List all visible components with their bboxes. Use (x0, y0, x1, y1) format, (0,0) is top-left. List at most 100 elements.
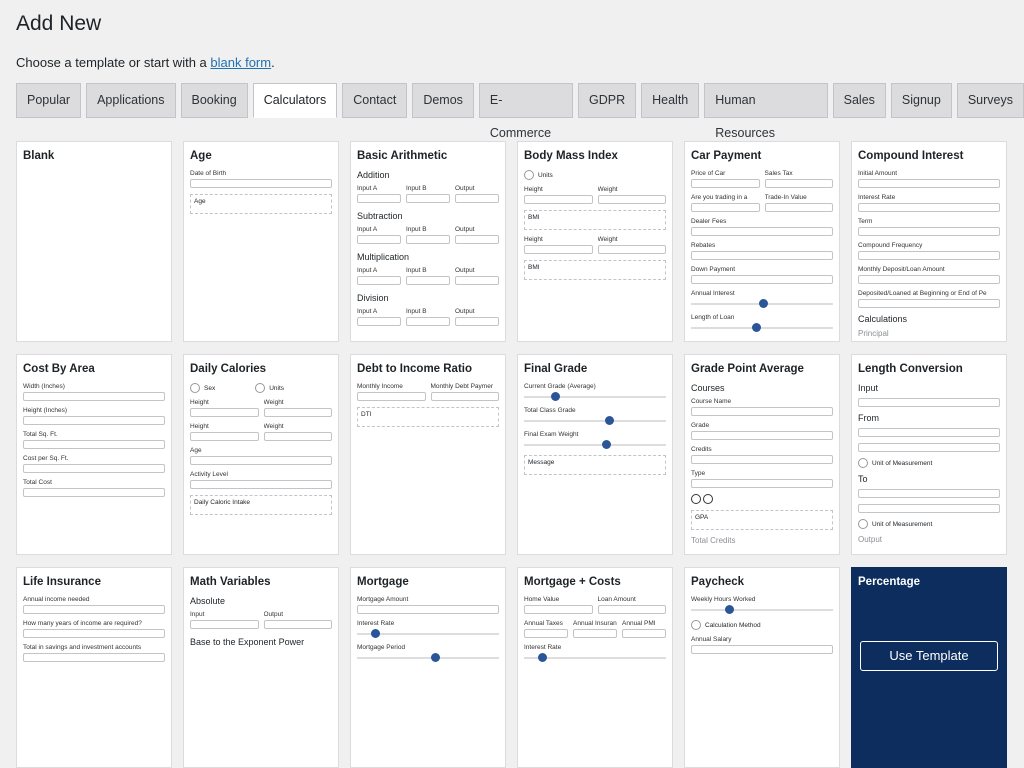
tab[interactable]: Applications (86, 83, 176, 118)
field: Input A (357, 185, 401, 209)
slider-knob[interactable] (370, 629, 380, 638)
template-card[interactable]: Grade Point Average Courses Course Name Gra… (684, 354, 840, 555)
template-card[interactable]: Body Mass Index Units Height Weight BMI Heigh… (517, 141, 673, 342)
slider-knob[interactable] (602, 440, 612, 449)
slider-knob[interactable] (605, 416, 614, 425)
template-card[interactable]: Life Insurance Annual income needed How ma… (16, 567, 172, 768)
field-label: Dealer Fees (691, 218, 727, 225)
field-label: Type (691, 470, 706, 477)
field: Weight (263, 423, 332, 447)
section-heading: Base to the Exponent Power (190, 637, 305, 647)
card-title: Life Insurance (23, 576, 101, 588)
template-card[interactable]: Mortgage Mortgage Amount Interest Rate Mort… (350, 567, 506, 768)
field-label: Compound Frequency (858, 242, 923, 249)
template-card[interactable]: Age Date of Birth Age (183, 141, 339, 342)
tab[interactable]: Booking (180, 83, 248, 118)
slider[interactable] (691, 299, 833, 308)
template-card[interactable]: Car Payment Price of Car Sales Tax Are you … (684, 141, 840, 342)
input (524, 245, 593, 254)
field: Weight (597, 236, 666, 260)
input (23, 440, 165, 449)
card-title: Math Variables (190, 576, 271, 588)
card-title: Paycheck (691, 576, 745, 588)
template-card[interactable]: Basic Arithmetic Addition Input A Input B Ou… (350, 141, 506, 342)
input (23, 416, 165, 425)
input (691, 455, 833, 464)
section-heading: Addition (357, 170, 390, 180)
template-card[interactable]: Mortgage + Costs Home Value Loan Amount Ann… (517, 567, 673, 768)
input (406, 276, 450, 285)
field: Input B (406, 226, 450, 250)
field: Annual Taxes (524, 620, 568, 644)
section-heading: Calculations (858, 314, 908, 324)
template-card[interactable]: Daily Calories Sex Units Height Weight Height… (183, 354, 339, 555)
use-template-button[interactable]: Use Template (860, 641, 998, 671)
input (357, 235, 401, 244)
input (764, 179, 833, 188)
tab[interactable]: Demos (412, 83, 474, 118)
template-card[interactable]: Percentage Use Template (851, 567, 1007, 768)
field-row: Input A Input B Output (357, 308, 499, 332)
card-title: Body Mass Index (524, 150, 618, 162)
template-card[interactable]: Paycheck Weekly Hours Worked Calculation M… (684, 567, 840, 768)
tab[interactable]: Popular (16, 83, 82, 118)
template-card[interactable]: Length Conversion Input From Unit of Measur… (851, 354, 1007, 555)
template-card[interactable]: Cost By Area Width (Inches) Height (Inches… (16, 354, 172, 555)
field-label: Age (190, 447, 202, 454)
slider[interactable] (691, 605, 833, 614)
field: Input B (406, 267, 450, 291)
slider[interactable] (524, 440, 666, 449)
field-row: Height Weight (190, 423, 332, 447)
tab[interactable]: Surveys (956, 83, 1024, 118)
field: Input (190, 611, 259, 635)
slider-knob[interactable] (431, 653, 441, 662)
field-label: Final Exam Weight (524, 431, 579, 438)
field-label: Monthly Debt Paymer (430, 383, 494, 390)
field: Output (455, 226, 499, 250)
slider-track (524, 396, 666, 398)
field-label: Total Cost (23, 479, 52, 486)
template-card[interactable]: Debt to Income Ratio Monthly Income Monthl… (350, 354, 506, 555)
slider[interactable] (357, 653, 499, 662)
template-card[interactable]: Math Variables Absolute Input Output Base to… (183, 567, 339, 768)
field: Annual PMI (622, 620, 666, 644)
slider[interactable] (524, 416, 666, 425)
input (524, 605, 593, 614)
slider[interactable] (524, 653, 666, 662)
tab[interactable]: Contact (342, 83, 408, 118)
template-card[interactable]: Final Grade Current Grade (Average) Total … (517, 354, 673, 555)
tab[interactable]: Human Resources (704, 83, 828, 140)
field-label: Activity Level (190, 471, 228, 478)
tab[interactable]: Signup (890, 83, 952, 118)
template-grid: Blank Age Date of Birth Age Basic Arithmetic… (16, 141, 1007, 768)
radio-circle (524, 170, 534, 180)
field-label: Weight (263, 423, 284, 430)
field-label: Annual Insurance (573, 620, 617, 627)
input (597, 605, 666, 614)
slider-knob[interactable] (551, 392, 560, 401)
slider-track (691, 327, 833, 329)
slider[interactable] (691, 323, 833, 332)
field: Output (455, 267, 499, 291)
radio: Sex (190, 383, 215, 393)
slider-knob[interactable] (758, 299, 768, 308)
field-label: Input B (406, 185, 427, 192)
section-heading: Division (357, 293, 389, 303)
slider-knob[interactable] (724, 605, 734, 614)
slider-knob[interactable] (751, 323, 761, 332)
template-card[interactable]: Compound Interest Initial Amount Interest … (851, 141, 1007, 342)
slider[interactable] (357, 629, 499, 638)
tab[interactable]: Sales (832, 83, 886, 118)
field: Monthly Income (357, 383, 426, 407)
field: Height (190, 399, 259, 423)
tab[interactable]: GDPR (578, 83, 637, 118)
slider[interactable] (524, 392, 666, 401)
blank-form-link[interactable]: blank form (210, 55, 272, 70)
template-card[interactable]: Blank (16, 141, 172, 342)
slider-knob[interactable] (537, 653, 547, 662)
input (858, 251, 1000, 260)
tab[interactable]: Calculators (252, 83, 338, 118)
output-box: BMI (524, 260, 666, 280)
tab[interactable]: Health (641, 83, 700, 118)
tab[interactable]: E-Commerce (478, 83, 573, 140)
